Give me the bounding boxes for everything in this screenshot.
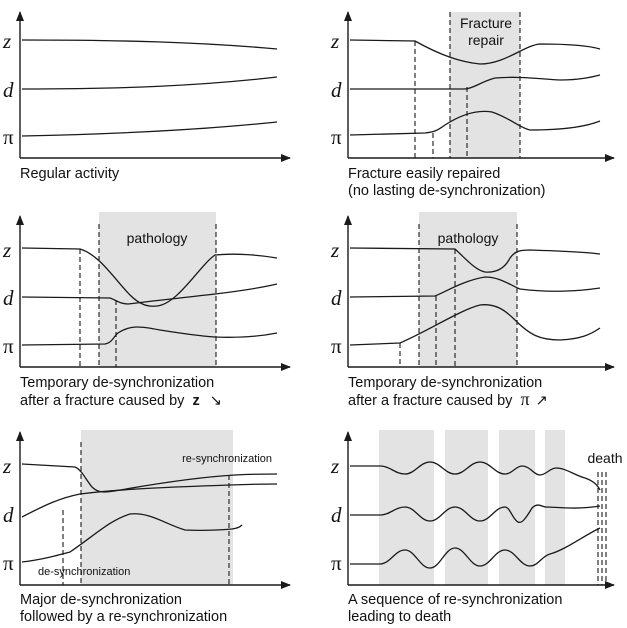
d-label: d (331, 78, 342, 102)
death-label: death (587, 450, 622, 466)
trend-arrow: ↘ (210, 393, 222, 409)
caption-line-1: A sequence of re-synchronization (348, 592, 562, 608)
band-label-2: repair (468, 32, 504, 48)
pi-label: π (3, 551, 14, 575)
caption-line-1: Fracture easily repaired (348, 166, 500, 182)
pi-label: π (3, 125, 14, 149)
pi-label: π (331, 551, 342, 575)
desync-label: de-synchronization (38, 566, 130, 578)
d-label: d (3, 286, 14, 310)
z-label: z (2, 29, 11, 53)
caption-line-2: after a fracture caused by π ↗ (348, 389, 548, 409)
z-curve (349, 247, 601, 273)
caption-line-1: Major de-synchronization (20, 592, 182, 608)
z-curve (21, 247, 278, 307)
z-label: z (2, 454, 11, 478)
pi-curve (21, 513, 243, 563)
repair-band (450, 12, 520, 158)
resync-label: re-synchronization (182, 453, 272, 465)
d-curve (350, 504, 601, 524)
d-curve (21, 76, 278, 90)
caption-line-1: Temporary de-synchronization (348, 375, 542, 391)
z-curve (21, 39, 278, 50)
caption-line-2: leading to death (348, 609, 451, 625)
pathology-band (99, 212, 216, 367)
d-label: d (3, 78, 14, 102)
pi-label: π (331, 125, 342, 149)
pi-curve (349, 110, 601, 136)
band-label: pathology (438, 230, 499, 246)
pi-label: π (3, 334, 14, 358)
d-curve (349, 276, 601, 298)
cause-symbol: z (192, 393, 199, 409)
z-label: z (2, 238, 11, 262)
caption-line-2-text: after a fracture caused by (348, 393, 513, 409)
cause-symbol: π (520, 389, 529, 409)
pi-curve (349, 304, 601, 346)
panel-sequence-to-death: z d π death A sequence of re-synchroniza… (330, 430, 623, 625)
pi-label: π (331, 334, 342, 358)
pi-curve (21, 121, 278, 137)
d-curve (21, 283, 278, 305)
z-curve (349, 39, 601, 65)
pathology-band (419, 212, 517, 367)
panel-regular-activity: z d π Regular activity (2, 11, 291, 182)
d-label: d (3, 503, 14, 527)
caption-line-1: Regular activity (20, 166, 120, 182)
caption-line-1: Temporary de-synchronization (20, 375, 214, 391)
caption-line-2-text: after a fracture caused by (20, 393, 185, 409)
caption-line-2: (no lasting de-synchronization) (348, 183, 545, 199)
pi-curve (21, 326, 278, 346)
d-label: d (331, 503, 342, 527)
d-curve (350, 74, 601, 90)
trend-arrow: ↗ (536, 393, 548, 409)
panel-major-desync: z d π re-synchronization de-synchronizat… (2, 430, 291, 625)
z-curve (350, 461, 601, 491)
panel-desync-by-z: z d π pathology Temporary de-synchroniza… (2, 212, 291, 409)
d-label: d (331, 286, 342, 310)
z-label: z (330, 238, 339, 262)
z-label: z (330, 454, 339, 478)
caption-line-2: after a fracture caused by z ↘ (20, 393, 222, 409)
panel-fracture-repaired: z d π Fracture repair Fracture easily re… (330, 11, 615, 199)
band-label-1: Fracture (460, 15, 512, 31)
panel-desync-by-pi: z d π pathology Temporary de-synchroniza… (330, 212, 615, 409)
desync-band (81, 430, 233, 585)
pi-curve (350, 527, 601, 569)
z-label: z (330, 29, 339, 53)
caption-line-2: followed by a re-synchronization (20, 609, 227, 625)
d-curve (21, 483, 278, 518)
band-label: pathology (127, 230, 188, 246)
